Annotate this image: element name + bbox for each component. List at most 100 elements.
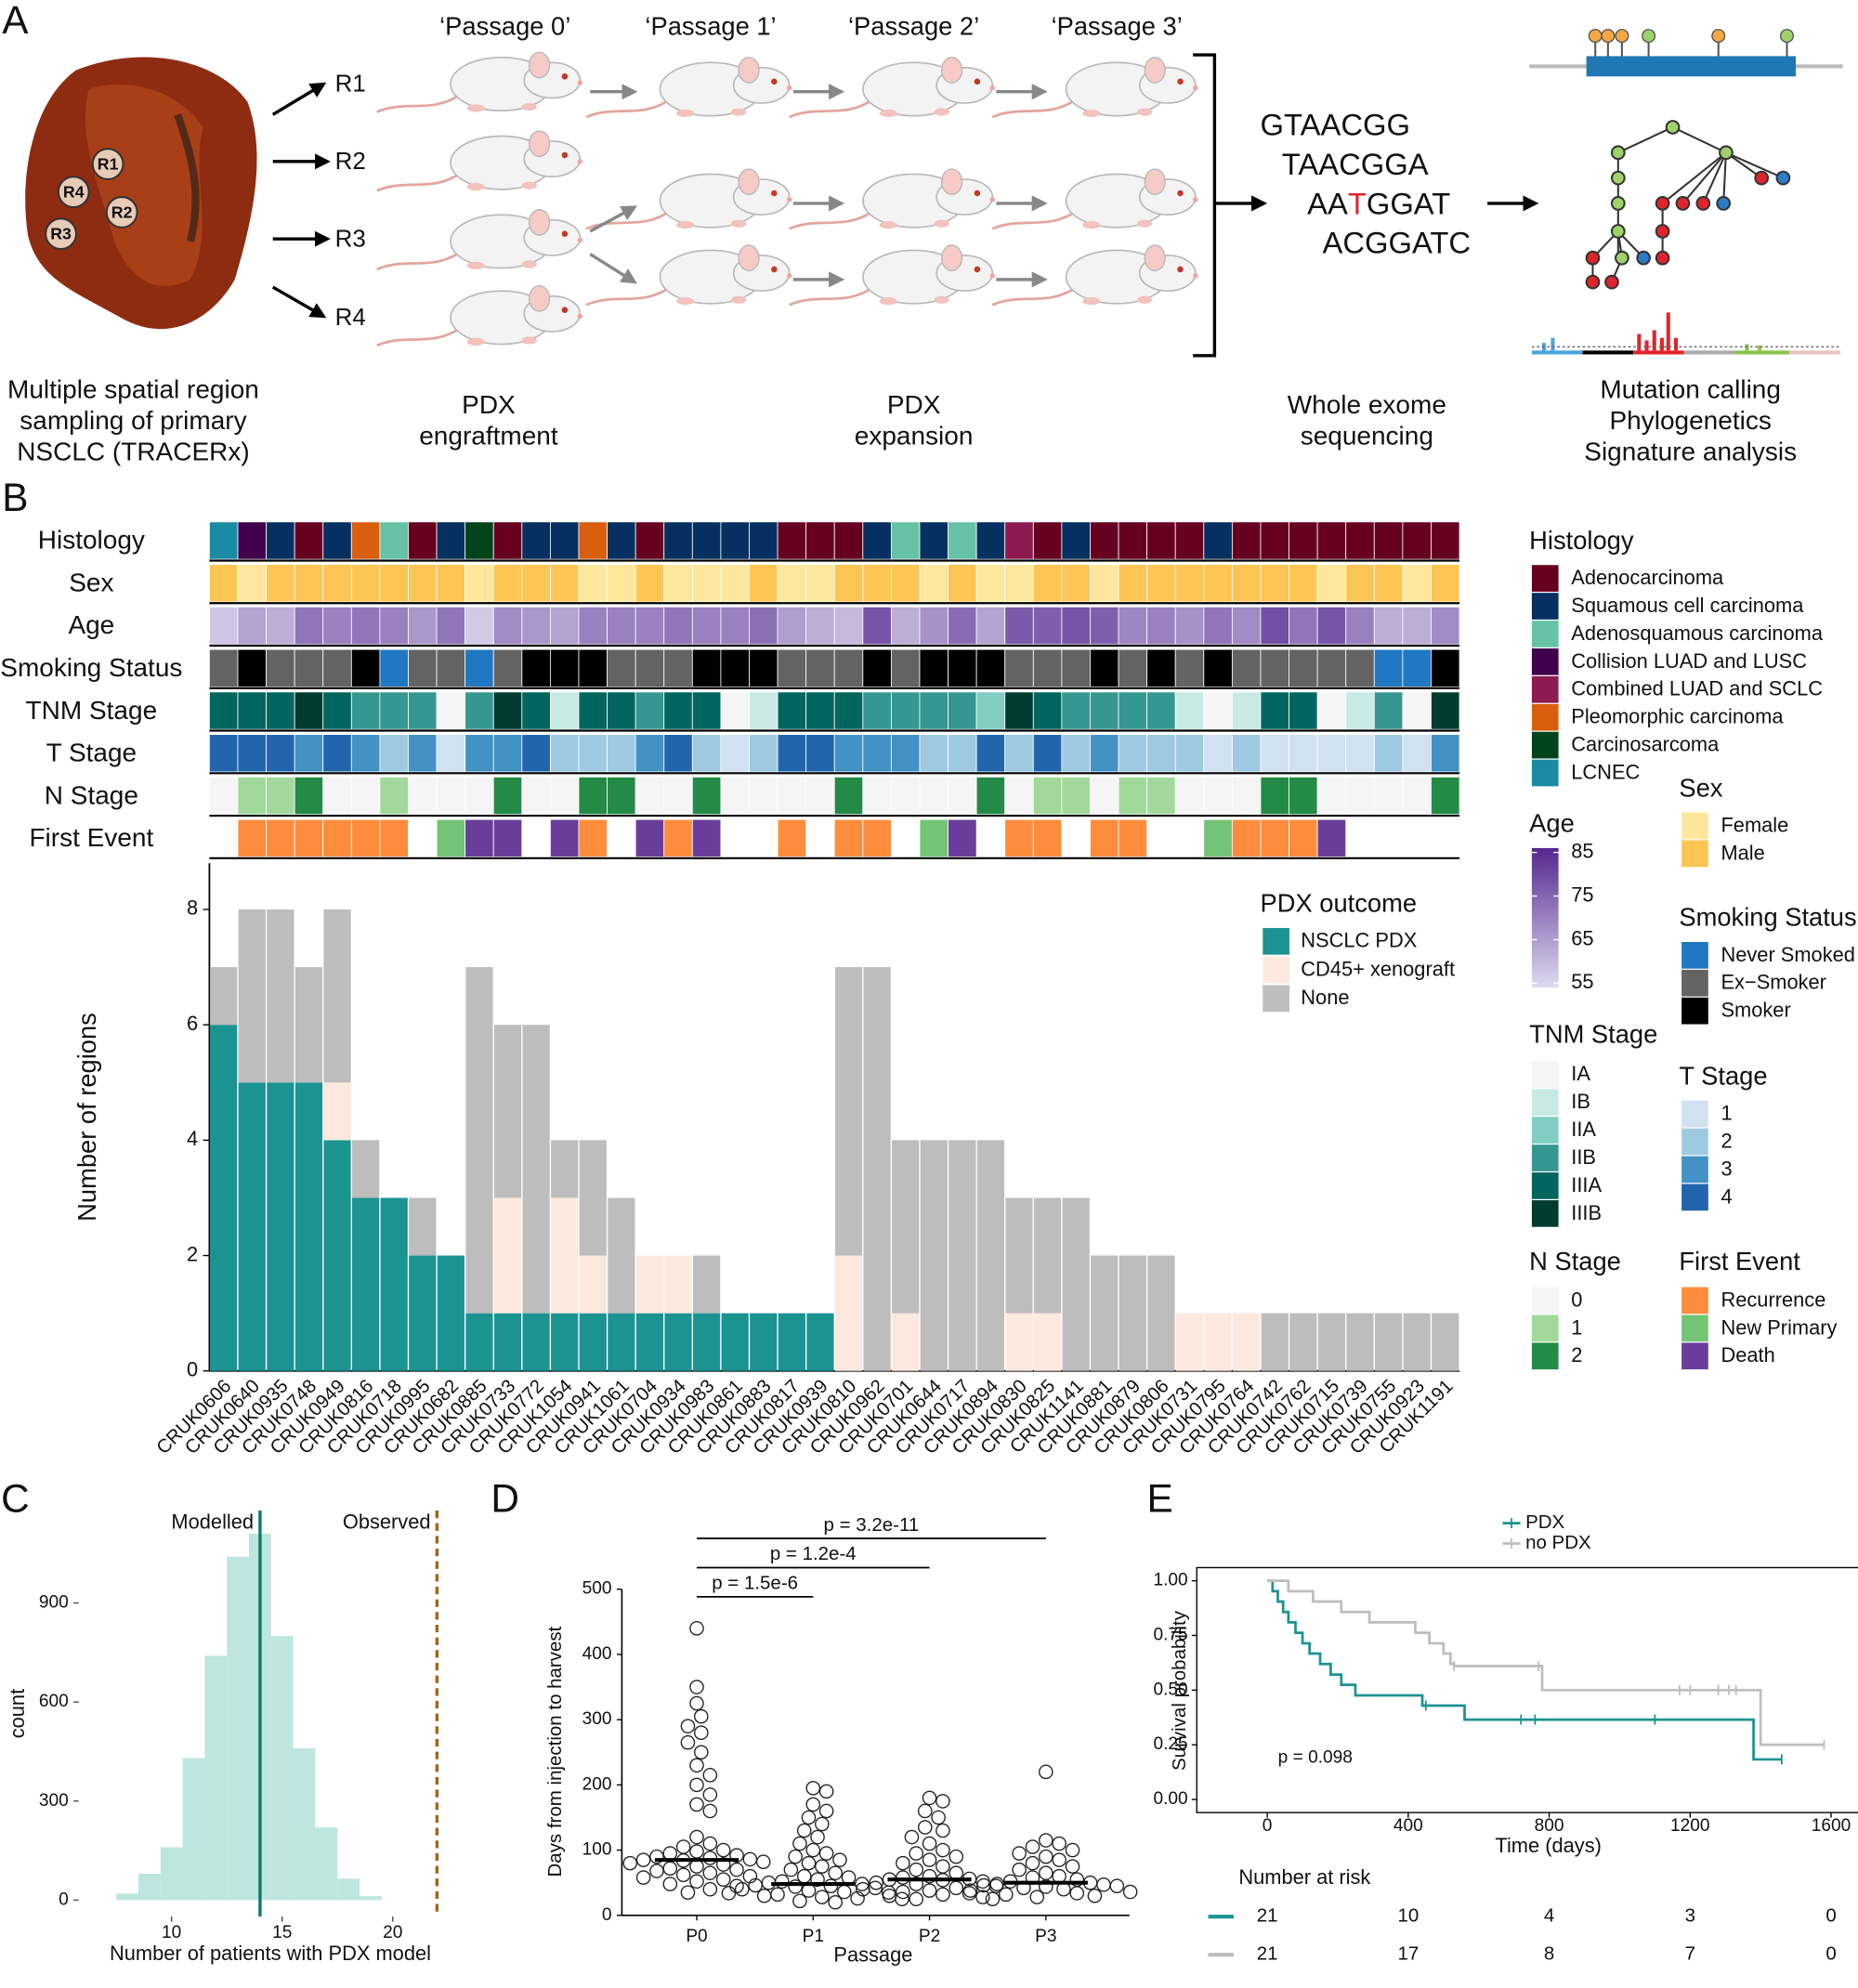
point	[909, 1846, 923, 1861]
histogram-bar	[315, 1827, 338, 1901]
track-cell	[521, 648, 551, 687]
track-cell	[749, 691, 779, 730]
point	[715, 1872, 731, 1887]
track-cell	[521, 564, 551, 603]
track-cell	[1231, 606, 1262, 646]
bar-segment	[323, 909, 351, 1083]
point	[680, 1885, 696, 1901]
track-cell	[833, 648, 864, 687]
y-tick-label: 4	[187, 1127, 198, 1150]
track-cell	[635, 648, 665, 687]
x-tick-label: P0	[686, 1927, 707, 1946]
legend-label: IA	[1571, 1062, 1590, 1085]
track-cell	[1061, 648, 1091, 687]
caption: expansion	[855, 421, 974, 450]
bar-segment	[863, 967, 891, 1371]
point	[976, 1877, 991, 1893]
legend-swatch	[1263, 985, 1289, 1013]
point	[680, 1734, 696, 1750]
legend-label: Death	[1721, 1343, 1774, 1367]
track-cell	[1260, 648, 1289, 687]
legend-label: None	[1301, 986, 1349, 1009]
bar-segment	[210, 1025, 238, 1371]
bar-segment	[664, 1255, 692, 1314]
track-cell	[777, 691, 807, 730]
track-cell	[322, 521, 352, 560]
bar-segment	[1175, 1313, 1204, 1371]
bracket	[1193, 53, 1217, 358]
track-cell	[294, 691, 324, 730]
point	[742, 1868, 758, 1884]
legend-swatch	[1681, 1128, 1708, 1156]
y-tick-label: 300	[582, 1709, 612, 1729]
track-cell	[663, 564, 693, 603]
point	[689, 1758, 704, 1773]
track-cell	[833, 776, 864, 816]
legend-label: 3	[1721, 1157, 1732, 1180]
track-cell	[1373, 606, 1404, 646]
x-axis-title: Passage	[833, 1942, 912, 1966]
point	[909, 1891, 923, 1907]
risk-count: 0	[1825, 1905, 1836, 1927]
track-cell	[890, 521, 921, 560]
track-cell	[862, 691, 892, 730]
track-cell	[975, 734, 1006, 773]
point	[796, 1823, 812, 1838]
bar-segment	[1261, 1313, 1289, 1371]
panel-label: B	[2, 476, 28, 519]
histogram-bar	[182, 1758, 205, 1901]
tumor-texture	[85, 84, 203, 286]
track-label: Age	[68, 610, 114, 639]
track-cell	[549, 734, 580, 773]
bar-segment	[437, 1255, 464, 1371]
legend-label: IIB	[1571, 1145, 1596, 1169]
legend-swatch	[1681, 812, 1708, 840]
track-cell	[521, 734, 551, 773]
track-cell	[1090, 776, 1119, 816]
track-cell	[549, 776, 580, 816]
track-cell	[1289, 648, 1318, 687]
point	[1039, 1764, 1053, 1780]
track-cell	[1146, 776, 1176, 816]
track-cell	[209, 521, 239, 560]
track-cell	[549, 818, 580, 857]
track-cell	[635, 818, 665, 857]
track-cell	[749, 648, 779, 687]
point	[635, 1852, 651, 1867]
track-cell	[1004, 564, 1034, 603]
track-cell	[1061, 521, 1091, 560]
legend-swatch	[1681, 1100, 1708, 1128]
legend-label: 1	[1571, 1315, 1582, 1339]
mice	[375, 50, 1199, 347]
bar-segment	[294, 1082, 323, 1371]
bar-segment	[1374, 1313, 1403, 1371]
track-cell	[749, 776, 779, 816]
point	[1039, 1879, 1053, 1894]
y-tick-label: 0.00	[1153, 1789, 1187, 1809]
track-cell	[549, 521, 580, 560]
track-cell	[1032, 648, 1063, 687]
bar-segment	[692, 1255, 721, 1314]
passage-arrows	[589, 84, 1048, 288]
track-cell	[691, 818, 722, 857]
track-cell	[464, 691, 494, 730]
track-cell	[635, 606, 665, 646]
track-cell	[1345, 648, 1375, 687]
track-cell	[1174, 606, 1205, 646]
colorbar-label: 85	[1571, 839, 1593, 862]
bar-segment	[721, 1313, 749, 1371]
legend-swatch	[1531, 1117, 1559, 1144]
track-cell	[1118, 734, 1148, 773]
legend-title: T Stage	[1679, 1061, 1767, 1090]
track-cell	[975, 691, 1006, 730]
track-cell	[1431, 521, 1460, 560]
legend-swatch	[1531, 1342, 1559, 1370]
point	[702, 1865, 718, 1880]
point	[1052, 1836, 1066, 1851]
point	[1087, 1888, 1103, 1903]
bar-segment	[551, 1313, 579, 1371]
track-cell	[1260, 776, 1289, 816]
bar-segment	[579, 1140, 607, 1256]
track-cell	[777, 521, 807, 560]
track-cell	[663, 648, 693, 687]
